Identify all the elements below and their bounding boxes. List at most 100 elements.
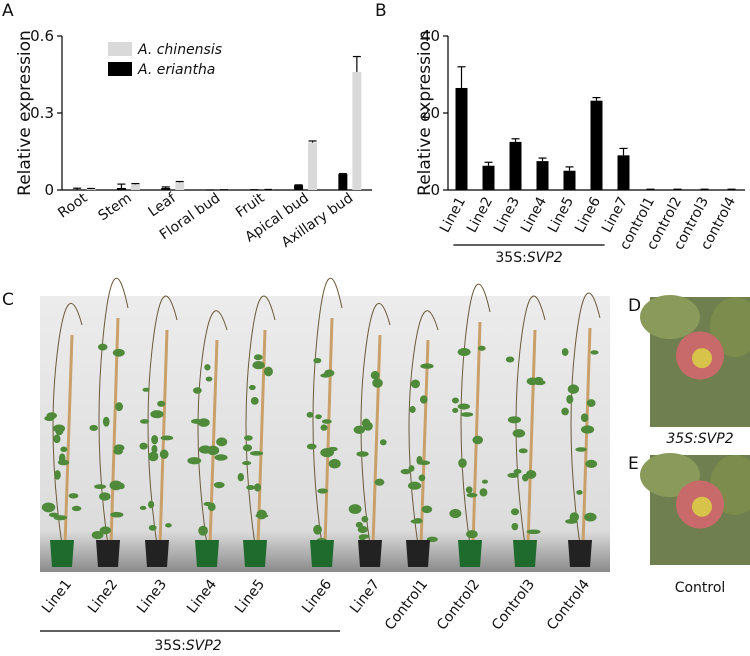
leaf bbox=[54, 470, 61, 480]
bar bbox=[175, 182, 185, 190]
bar bbox=[86, 189, 96, 190]
leaf bbox=[94, 484, 107, 490]
leaf bbox=[142, 387, 150, 392]
leaf bbox=[566, 394, 574, 404]
leaf bbox=[353, 425, 366, 434]
x-tick-label: Leaf bbox=[146, 190, 180, 221]
leaf bbox=[420, 363, 434, 369]
leaf bbox=[358, 534, 366, 541]
leaf bbox=[507, 472, 519, 478]
leaf bbox=[472, 435, 484, 445]
plant-label: Control2 bbox=[434, 577, 483, 634]
leaf bbox=[53, 424, 66, 433]
plant-label: Control3 bbox=[489, 577, 538, 634]
leaf bbox=[526, 529, 541, 535]
leaf bbox=[586, 399, 596, 408]
bar bbox=[161, 187, 171, 190]
leaf bbox=[237, 472, 245, 482]
leaf bbox=[479, 488, 488, 497]
leaf bbox=[417, 460, 431, 466]
leaf bbox=[249, 451, 264, 456]
leaf bbox=[115, 402, 124, 412]
leaf bbox=[451, 397, 459, 404]
plant-label: Control4 bbox=[544, 577, 593, 634]
panel-letter: C bbox=[2, 290, 14, 310]
bar bbox=[509, 141, 522, 190]
bar bbox=[308, 142, 318, 190]
x-tick-label: Line3 bbox=[491, 194, 523, 235]
leaf bbox=[204, 364, 211, 371]
leaf bbox=[410, 379, 420, 389]
leaf bbox=[207, 502, 216, 512]
stamens bbox=[692, 496, 712, 517]
leaf bbox=[205, 376, 213, 382]
panel-letter: A bbox=[2, 1, 14, 21]
leaf bbox=[89, 424, 99, 432]
group-label-gene: SVP2 bbox=[186, 638, 222, 654]
y-tick-label: 0 bbox=[44, 181, 54, 199]
pot bbox=[50, 540, 74, 567]
leaf bbox=[575, 447, 587, 452]
leaf bbox=[151, 444, 158, 454]
leaf bbox=[590, 350, 599, 355]
leaf bbox=[313, 357, 322, 364]
leaf bbox=[511, 522, 519, 531]
group-label-prefix: 35S: bbox=[154, 638, 185, 654]
leaf bbox=[372, 378, 383, 388]
leaf bbox=[118, 483, 125, 490]
bar bbox=[536, 161, 549, 190]
leaf bbox=[157, 400, 166, 407]
bar bbox=[130, 184, 140, 190]
leaf bbox=[407, 481, 422, 490]
leaf bbox=[213, 481, 225, 489]
plant-label: Line4 bbox=[184, 577, 220, 617]
leaf bbox=[481, 479, 489, 484]
x-tick-label: Root bbox=[55, 190, 91, 222]
pot bbox=[243, 540, 267, 567]
bar bbox=[590, 100, 603, 190]
leaf bbox=[321, 419, 332, 424]
y-tick-label: 0 bbox=[430, 181, 440, 199]
leaf bbox=[567, 384, 580, 394]
leaf bbox=[466, 492, 478, 498]
vine bbox=[52, 303, 83, 546]
pot bbox=[458, 540, 482, 567]
vine bbox=[360, 303, 391, 546]
leaf bbox=[561, 407, 569, 416]
plant-label: Line6 bbox=[299, 577, 335, 617]
bar bbox=[482, 165, 495, 190]
bar bbox=[294, 185, 304, 190]
leaf bbox=[99, 492, 111, 501]
leaf bbox=[46, 412, 57, 420]
leaf bbox=[53, 434, 61, 444]
leaf bbox=[190, 418, 203, 424]
leaf bbox=[243, 435, 253, 441]
leaf bbox=[640, 295, 700, 339]
pot bbox=[513, 540, 537, 567]
vine bbox=[408, 310, 439, 546]
leaf bbox=[525, 469, 537, 479]
leaf bbox=[576, 490, 583, 495]
leaf bbox=[457, 403, 471, 410]
x-tick-label: Line1 bbox=[437, 194, 469, 235]
leaf bbox=[252, 361, 265, 370]
leaf bbox=[449, 508, 462, 519]
leaf bbox=[48, 512, 59, 518]
leaf bbox=[97, 343, 108, 351]
leaf bbox=[187, 457, 202, 465]
leaf bbox=[198, 525, 208, 536]
legend-swatch bbox=[108, 42, 132, 56]
y-axis-label: Relative expression bbox=[15, 30, 35, 196]
pot bbox=[195, 540, 219, 567]
leaf bbox=[355, 521, 363, 528]
leaf bbox=[112, 348, 125, 357]
legend-label: A. chinensis bbox=[137, 42, 222, 58]
leaf bbox=[306, 443, 317, 450]
plant-label: Line1 bbox=[39, 577, 75, 617]
panel-letter: E bbox=[628, 454, 639, 474]
leaf bbox=[710, 297, 750, 357]
leaf bbox=[242, 444, 253, 452]
leaf bbox=[477, 345, 486, 351]
plant-label: Line7 bbox=[347, 577, 383, 617]
